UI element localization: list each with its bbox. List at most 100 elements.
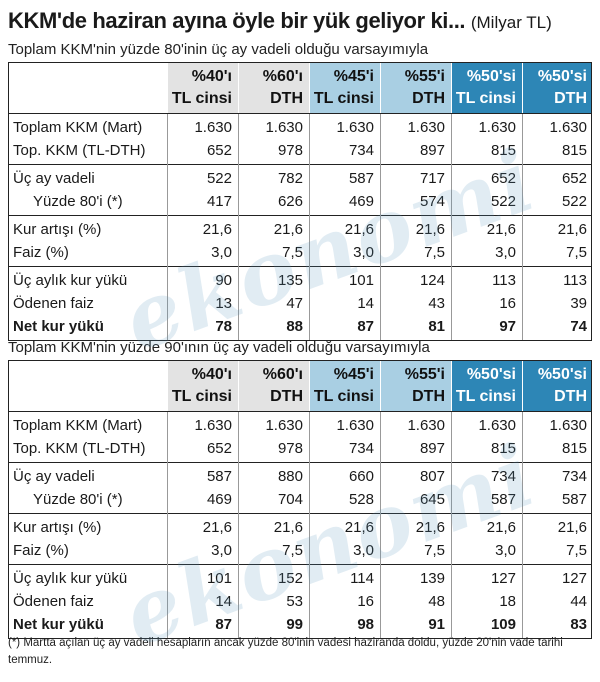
table-cell: 14 xyxy=(357,295,374,312)
table-cell: 98 xyxy=(357,616,374,633)
table-cell: 21,6 xyxy=(202,221,232,238)
column-header-share: %40'ı xyxy=(191,366,232,383)
table-cell: 21,6 xyxy=(273,519,303,536)
column-header-share: %60'ı xyxy=(262,366,303,383)
table-cell: 3,0 xyxy=(211,542,232,559)
row-group: Toplam KKM (Mart) 1.630 1.630 1.630 1.630 1.6… xyxy=(9,412,591,463)
column-header-type: TL cinsi xyxy=(313,388,374,405)
table-cell: 815 xyxy=(490,440,516,457)
table-cell: 21,6 xyxy=(273,221,303,238)
row-label: Üç ay vadeli xyxy=(13,468,95,485)
row-label: Yüzde 80'i (*) xyxy=(33,193,123,210)
row-label: Kur artışı (%) xyxy=(13,221,102,238)
table-cell: 815 xyxy=(490,142,516,159)
column-divider xyxy=(522,412,523,638)
table-cell: 717 xyxy=(419,170,445,187)
table-cell: 135 xyxy=(277,272,303,289)
table-cell: 109 xyxy=(490,616,516,633)
table-cell: 127 xyxy=(561,570,587,587)
table-cell: 807 xyxy=(419,468,445,485)
table-cell: 113 xyxy=(492,272,516,289)
table-cell: 14 xyxy=(215,593,232,610)
table-cell: 7,5 xyxy=(566,542,587,559)
column-header: %55'i DTH xyxy=(380,63,451,113)
table-cell: 16 xyxy=(357,593,374,610)
table-cell: 91 xyxy=(428,616,445,633)
row-group: Toplam KKM (Mart) 1.630 1.630 1.630 1.630 1.6… xyxy=(9,114,591,165)
section-1-table: %40'ı TL cinsi %60'ı DTH %45'i TL cinsi %55'i D… xyxy=(8,62,592,341)
table-cell: 18 xyxy=(499,593,516,610)
table-cell: 53 xyxy=(286,593,303,610)
column-divider xyxy=(309,412,310,638)
column-header-share: %50'si xyxy=(537,366,587,383)
row-label: Net kur yükü xyxy=(13,318,104,335)
column-divider xyxy=(451,114,452,340)
table-row: Top. KKM (TL-DTH) 652 978 734 897 815 815 xyxy=(9,437,591,460)
column-header-type: DTH xyxy=(554,388,587,405)
table-row: Net kur yükü 78 88 87 81 97 74 xyxy=(9,315,591,338)
table-cell: 417 xyxy=(206,193,232,210)
table-cell: 782 xyxy=(277,170,303,187)
table-row: Yüzde 80'i (*) 417 626 469 574 522 522 xyxy=(9,190,591,213)
row-group: Üç aylık kur yükü 101 152 114 139 127 127 Ödene… xyxy=(9,565,591,638)
table-cell: 522 xyxy=(561,193,587,210)
column-divider xyxy=(451,412,452,638)
row-group: Üç ay vadeli 587 880 660 807 734 734 Yüzde 80'i… xyxy=(9,463,591,514)
table-cell: 1.630 xyxy=(478,417,516,434)
footnote: (*) Martta açılan üç ay vadeli hesapları… xyxy=(8,637,563,666)
table-cell: 21,6 xyxy=(415,221,445,238)
table-cell: 21,6 xyxy=(486,519,516,536)
table-cell: 21,6 xyxy=(344,221,374,238)
table-cell: 21,6 xyxy=(415,519,445,536)
row-label: Net kur yükü xyxy=(13,616,104,633)
row-group: Üç ay vadeli 522 782 587 717 652 652 Yüzde 80'i… xyxy=(9,165,591,216)
table-cell: 101 xyxy=(206,570,232,587)
table-cell: 127 xyxy=(490,570,516,587)
page-title: KKM'de haziran ayına öyle bir yük geliyo… xyxy=(8,6,552,36)
table-cell: 87 xyxy=(215,616,232,633)
table-cell: 626 xyxy=(277,193,303,210)
column-header-share: %55'i xyxy=(404,366,445,383)
column-header-type: TL cinsi xyxy=(455,90,516,107)
row-label: Kur artışı (%) xyxy=(13,519,102,536)
table-cell: 734 xyxy=(490,468,516,485)
row-label: Toplam KKM (Mart) xyxy=(13,119,143,136)
table-cell: 48 xyxy=(428,593,445,610)
column-header-share: %50'si xyxy=(466,68,516,85)
table-cell: 83 xyxy=(570,616,587,633)
table-cell: 587 xyxy=(348,170,374,187)
table-cell: 897 xyxy=(419,440,445,457)
column-divider xyxy=(167,114,168,340)
column-divider xyxy=(522,114,523,340)
column-header-share: %50'si xyxy=(466,366,516,383)
table-cell: 469 xyxy=(206,491,232,508)
table-cell: 3,0 xyxy=(211,244,232,261)
table-cell: 78 xyxy=(215,318,232,335)
table-cell: 652 xyxy=(490,170,516,187)
table-cell: 97 xyxy=(499,318,516,335)
table-cell: 124 xyxy=(419,272,445,289)
table-cell: 1.630 xyxy=(407,417,445,434)
table-cell: 652 xyxy=(561,170,587,187)
row-label: Ödenen faiz xyxy=(13,295,94,312)
column-divider xyxy=(167,412,168,638)
table-row: Üç ay vadeli 587 880 660 807 734 734 xyxy=(9,465,591,488)
column-divider xyxy=(380,114,381,340)
table-cell: 21,6 xyxy=(202,519,232,536)
column-header-share: %60'ı xyxy=(262,68,303,85)
column-header: %55'i DTH xyxy=(380,361,451,411)
column-header: %50'si DTH xyxy=(522,63,591,113)
row-label: Üç aylık kur yükü xyxy=(13,570,128,587)
table-cell: 880 xyxy=(277,468,303,485)
column-header-type: DTH xyxy=(270,388,303,405)
table-cell: 587 xyxy=(490,491,516,508)
table-cell: 44 xyxy=(570,593,587,610)
table-row: Faiz (%) 3,0 7,5 3,0 7,5 3,0 7,5 xyxy=(9,539,591,562)
table-cell: 1.630 xyxy=(336,417,374,434)
table-cell: 897 xyxy=(419,142,445,159)
column-header-type: DTH xyxy=(412,388,445,405)
table-cell: 90 xyxy=(215,272,232,289)
table-cell: 21,6 xyxy=(557,519,587,536)
table-cell: 7,5 xyxy=(282,542,303,559)
table-cell: 139 xyxy=(419,570,445,587)
